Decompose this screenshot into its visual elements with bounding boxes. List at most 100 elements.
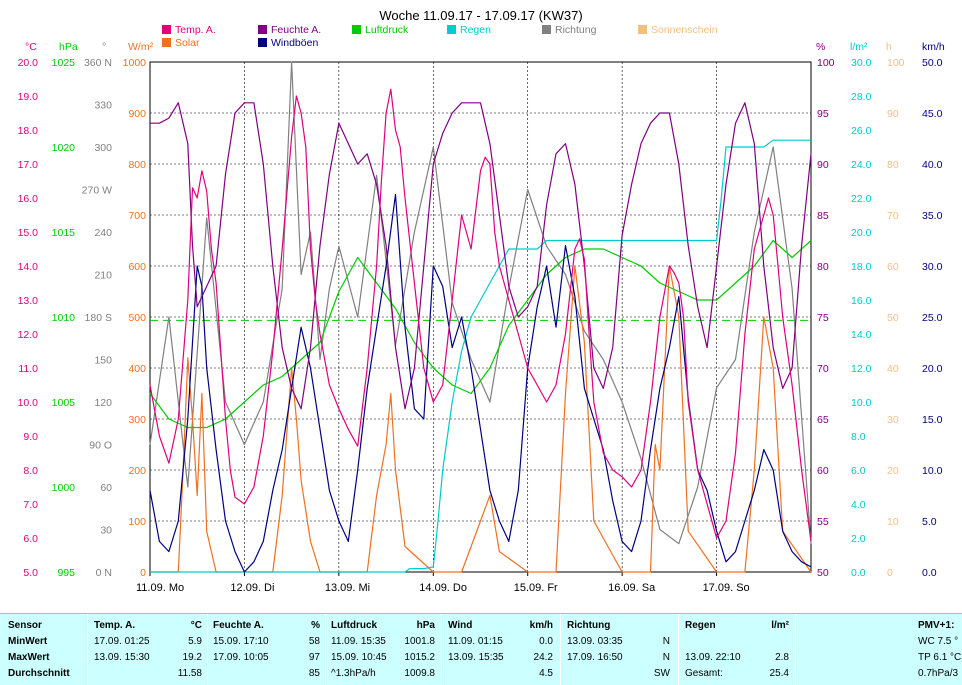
rain-tick-label: 8.0 — [851, 431, 866, 443]
direction-tick-label: 0 N — [96, 567, 112, 579]
wind-tick-label: 35.0 — [922, 210, 943, 222]
regen-header: Regen — [685, 620, 716, 631]
legend-swatch — [258, 25, 267, 34]
regen-total-value: 25.4 — [769, 668, 789, 679]
series-regen — [150, 139, 811, 573]
sunshine-tick-label: 0 — [887, 567, 893, 579]
pressure-tick-label: 1025 — [52, 57, 76, 69]
humidity-tick-label: 65 — [817, 414, 829, 426]
sunshine-tick-label: 100 — [887, 57, 905, 69]
temp-tick-label: 17.0 — [18, 159, 39, 171]
solar-tick-label: 700 — [128, 210, 146, 222]
legend-swatch — [447, 25, 456, 34]
pressure-tick-label: 1000 — [52, 482, 76, 494]
pmv-pressure-trend: 0.7hPa/3 — [918, 668, 959, 679]
chart-title: Woche 11.09.17 - 17.09.17 (KW37) — [379, 8, 582, 23]
humidity-tick-label: 100 — [817, 57, 835, 69]
wind-tick-label: 15.0 — [922, 414, 943, 426]
rain-tick-label: 2.0 — [851, 533, 866, 545]
sunshine-tick-label: 50 — [887, 312, 899, 324]
x-tick-label: 14.09. Do — [419, 582, 467, 594]
wind-tick-label: 25.0 — [922, 312, 943, 324]
direction-tick-label: 240 — [94, 227, 112, 239]
luftdruck-average: 1009.8 — [404, 668, 435, 679]
richtung-min-time: 13.09. 03:35 — [567, 636, 623, 647]
wind-max-value: 24.2 — [533, 652, 553, 663]
rain-tick-label: 18.0 — [851, 261, 872, 273]
luftdruck-min-time: 11.09. 15:35 — [331, 636, 386, 647]
humidity-tick-label: 95 — [817, 108, 829, 120]
solar-unit-label: W/m² — [128, 41, 154, 53]
wind-tick-label: 40.0 — [922, 159, 943, 171]
solar-tick-label: 1000 — [123, 57, 147, 69]
solar-tick-label: 200 — [128, 465, 146, 477]
rain-tick-label: 26.0 — [851, 125, 872, 137]
rain-tick-label: 28.0 — [851, 91, 872, 103]
regen-total-label: Gesamt: — [685, 668, 723, 679]
temp-unit-label: °C — [25, 41, 37, 53]
legend-swatch — [162, 38, 171, 47]
legend: Temp. A.Solar Feuchte A.Windböen Luftdruck… — [162, 24, 718, 49]
temp-tick-label: 13.0 — [18, 295, 39, 307]
x-tick-label: 15.09. Fr — [514, 582, 558, 594]
temp-tick-label: 7.0 — [23, 499, 38, 511]
solar-tick-label: 600 — [128, 261, 146, 273]
wind-tick-label: 30.0 — [922, 261, 943, 273]
direction-tick-label: 210 — [94, 270, 112, 282]
temp-tick-label: 12.0 — [18, 329, 39, 341]
direction-tick-label: 90 O — [89, 440, 112, 452]
wind-min-value: 0.0 — [539, 636, 553, 647]
pressure-tick-label: 1015 — [52, 227, 76, 239]
sensor-header: Sensor — [8, 620, 42, 631]
legend-swatch — [258, 38, 267, 47]
wind-average: 4.5 — [539, 668, 553, 679]
pmv-tp: TP 6.1 °C — [918, 652, 962, 663]
temp-max-value: 19.2 — [182, 652, 202, 663]
wind-tick-label: 5.0 — [922, 516, 937, 528]
solar-tick-label: 800 — [128, 159, 146, 171]
sunshine-tick-label: 40 — [887, 363, 899, 375]
temp-min-value: 5.9 — [188, 636, 202, 647]
sunshine-tick-label: 60 — [887, 261, 899, 273]
sunshine-tick-label: 90 — [887, 108, 899, 120]
series-luftdruck — [149, 239, 812, 429]
direction-tick-label: 270 W — [82, 185, 112, 197]
maxwert-label: MaxWert — [8, 652, 50, 663]
solar-tick-label: 300 — [128, 414, 146, 426]
direction-tick-label: 60 — [100, 482, 112, 494]
direction-tick-label: 360 N — [84, 57, 112, 69]
temp-tick-label: 9.0 — [23, 431, 38, 443]
legend-swatch — [162, 25, 171, 34]
legend-label: Solar — [175, 37, 200, 49]
rain-tick-label: 4.0 — [851, 499, 866, 511]
humidity-tick-label: 80 — [817, 261, 829, 273]
temp-tick-label: 19.0 — [18, 91, 39, 103]
rain-tick-label: 20.0 — [851, 227, 872, 239]
pressure-unit-label: hPa — [59, 41, 78, 53]
richtung-average: SW — [653, 668, 670, 679]
pmv-header: PMV+1: — [918, 620, 955, 631]
richtung-min-value: N — [662, 636, 670, 647]
legend-label: Richtung — [555, 24, 597, 36]
humidity-tick-label: 60 — [817, 465, 829, 477]
temp-min-time: 17.09. 01:25 — [94, 636, 150, 647]
wind-header: Wind — [448, 620, 473, 631]
solar-tick-label: 900 — [128, 108, 146, 120]
humidity-tick-label: 85 — [817, 210, 829, 222]
rain-tick-label: 10.0 — [851, 397, 872, 409]
x-tick-label: 11.09. Mo — [136, 582, 184, 594]
feuchte-min-time: 15.09. 17:10 — [213, 636, 269, 647]
pressure-tick-label: 1005 — [52, 397, 76, 409]
wind-unit-label: km/h — [922, 41, 945, 53]
feuchte-max-value: 97 — [308, 652, 320, 663]
luftdruck-max-value: 1015.2 — [404, 652, 435, 663]
rain-tick-label: 16.0 — [851, 295, 872, 307]
rain-tick-label: 30.0 — [851, 57, 872, 69]
x-tick-label: 16.09. Sa — [608, 582, 656, 594]
sunshine-tick-label: 10 — [887, 516, 899, 528]
legend-swatch — [542, 25, 551, 34]
regen-max-value: 2.8 — [775, 652, 789, 663]
richtung-max-time: 17.09. 16:50 — [567, 652, 623, 663]
rain-tick-label: 6.0 — [851, 465, 866, 477]
pressure-tick-label: 995 — [57, 567, 75, 579]
